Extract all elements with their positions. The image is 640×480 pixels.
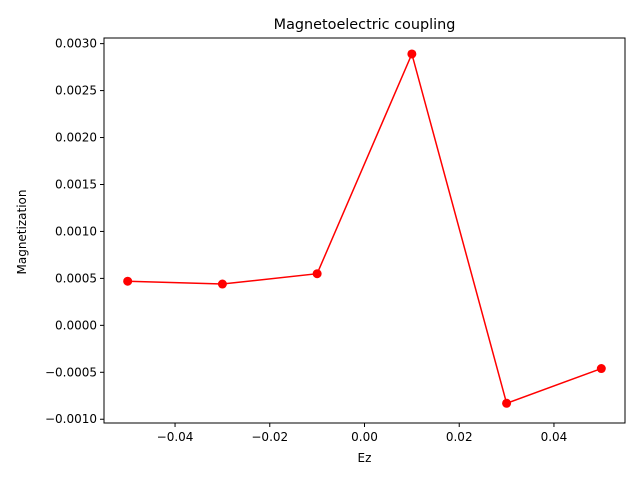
x-axis: −0.04 −0.02 0.00 0.02 0.04 [157, 423, 568, 444]
data-point [596, 364, 606, 374]
data-point [312, 269, 322, 279]
y-tick-label: 0.0005 [55, 271, 97, 285]
data-point [407, 49, 417, 59]
x-tick-label: 0.02 [446, 430, 473, 444]
plot-frame [103, 37, 626, 424]
data-point [217, 279, 227, 289]
y-tick-label: 0.0000 [55, 318, 97, 332]
x-tick-label: −0.02 [251, 430, 288, 444]
plot-area [123, 49, 606, 408]
y-axis: −0.0010 −0.0005 0.0000 0.0005 0.0010 0.0015 0.… [45, 37, 104, 426]
chart-title: Magnetoelectric coupling [274, 17, 456, 33]
y-tick-label: 0.0020 [55, 131, 97, 145]
data-point [502, 398, 512, 408]
y-tick-label: 0.0015 [55, 177, 97, 191]
x-tick-label: 0.00 [351, 430, 378, 444]
y-tick-label: −0.0005 [45, 365, 97, 379]
y-tick-label: 0.0030 [55, 37, 97, 51]
y-tick-label: 0.0025 [55, 84, 97, 98]
x-tick-label: −0.04 [157, 430, 194, 444]
data-point [123, 276, 133, 286]
series-line [127, 51, 602, 405]
x-axis-label: Ez [358, 451, 372, 465]
y-tick-label: −0.0010 [45, 412, 97, 426]
y-tick-label: 0.0010 [55, 224, 97, 238]
y-axis-label: Magnetization [15, 190, 29, 275]
x-tick-label: 0.04 [541, 430, 568, 444]
